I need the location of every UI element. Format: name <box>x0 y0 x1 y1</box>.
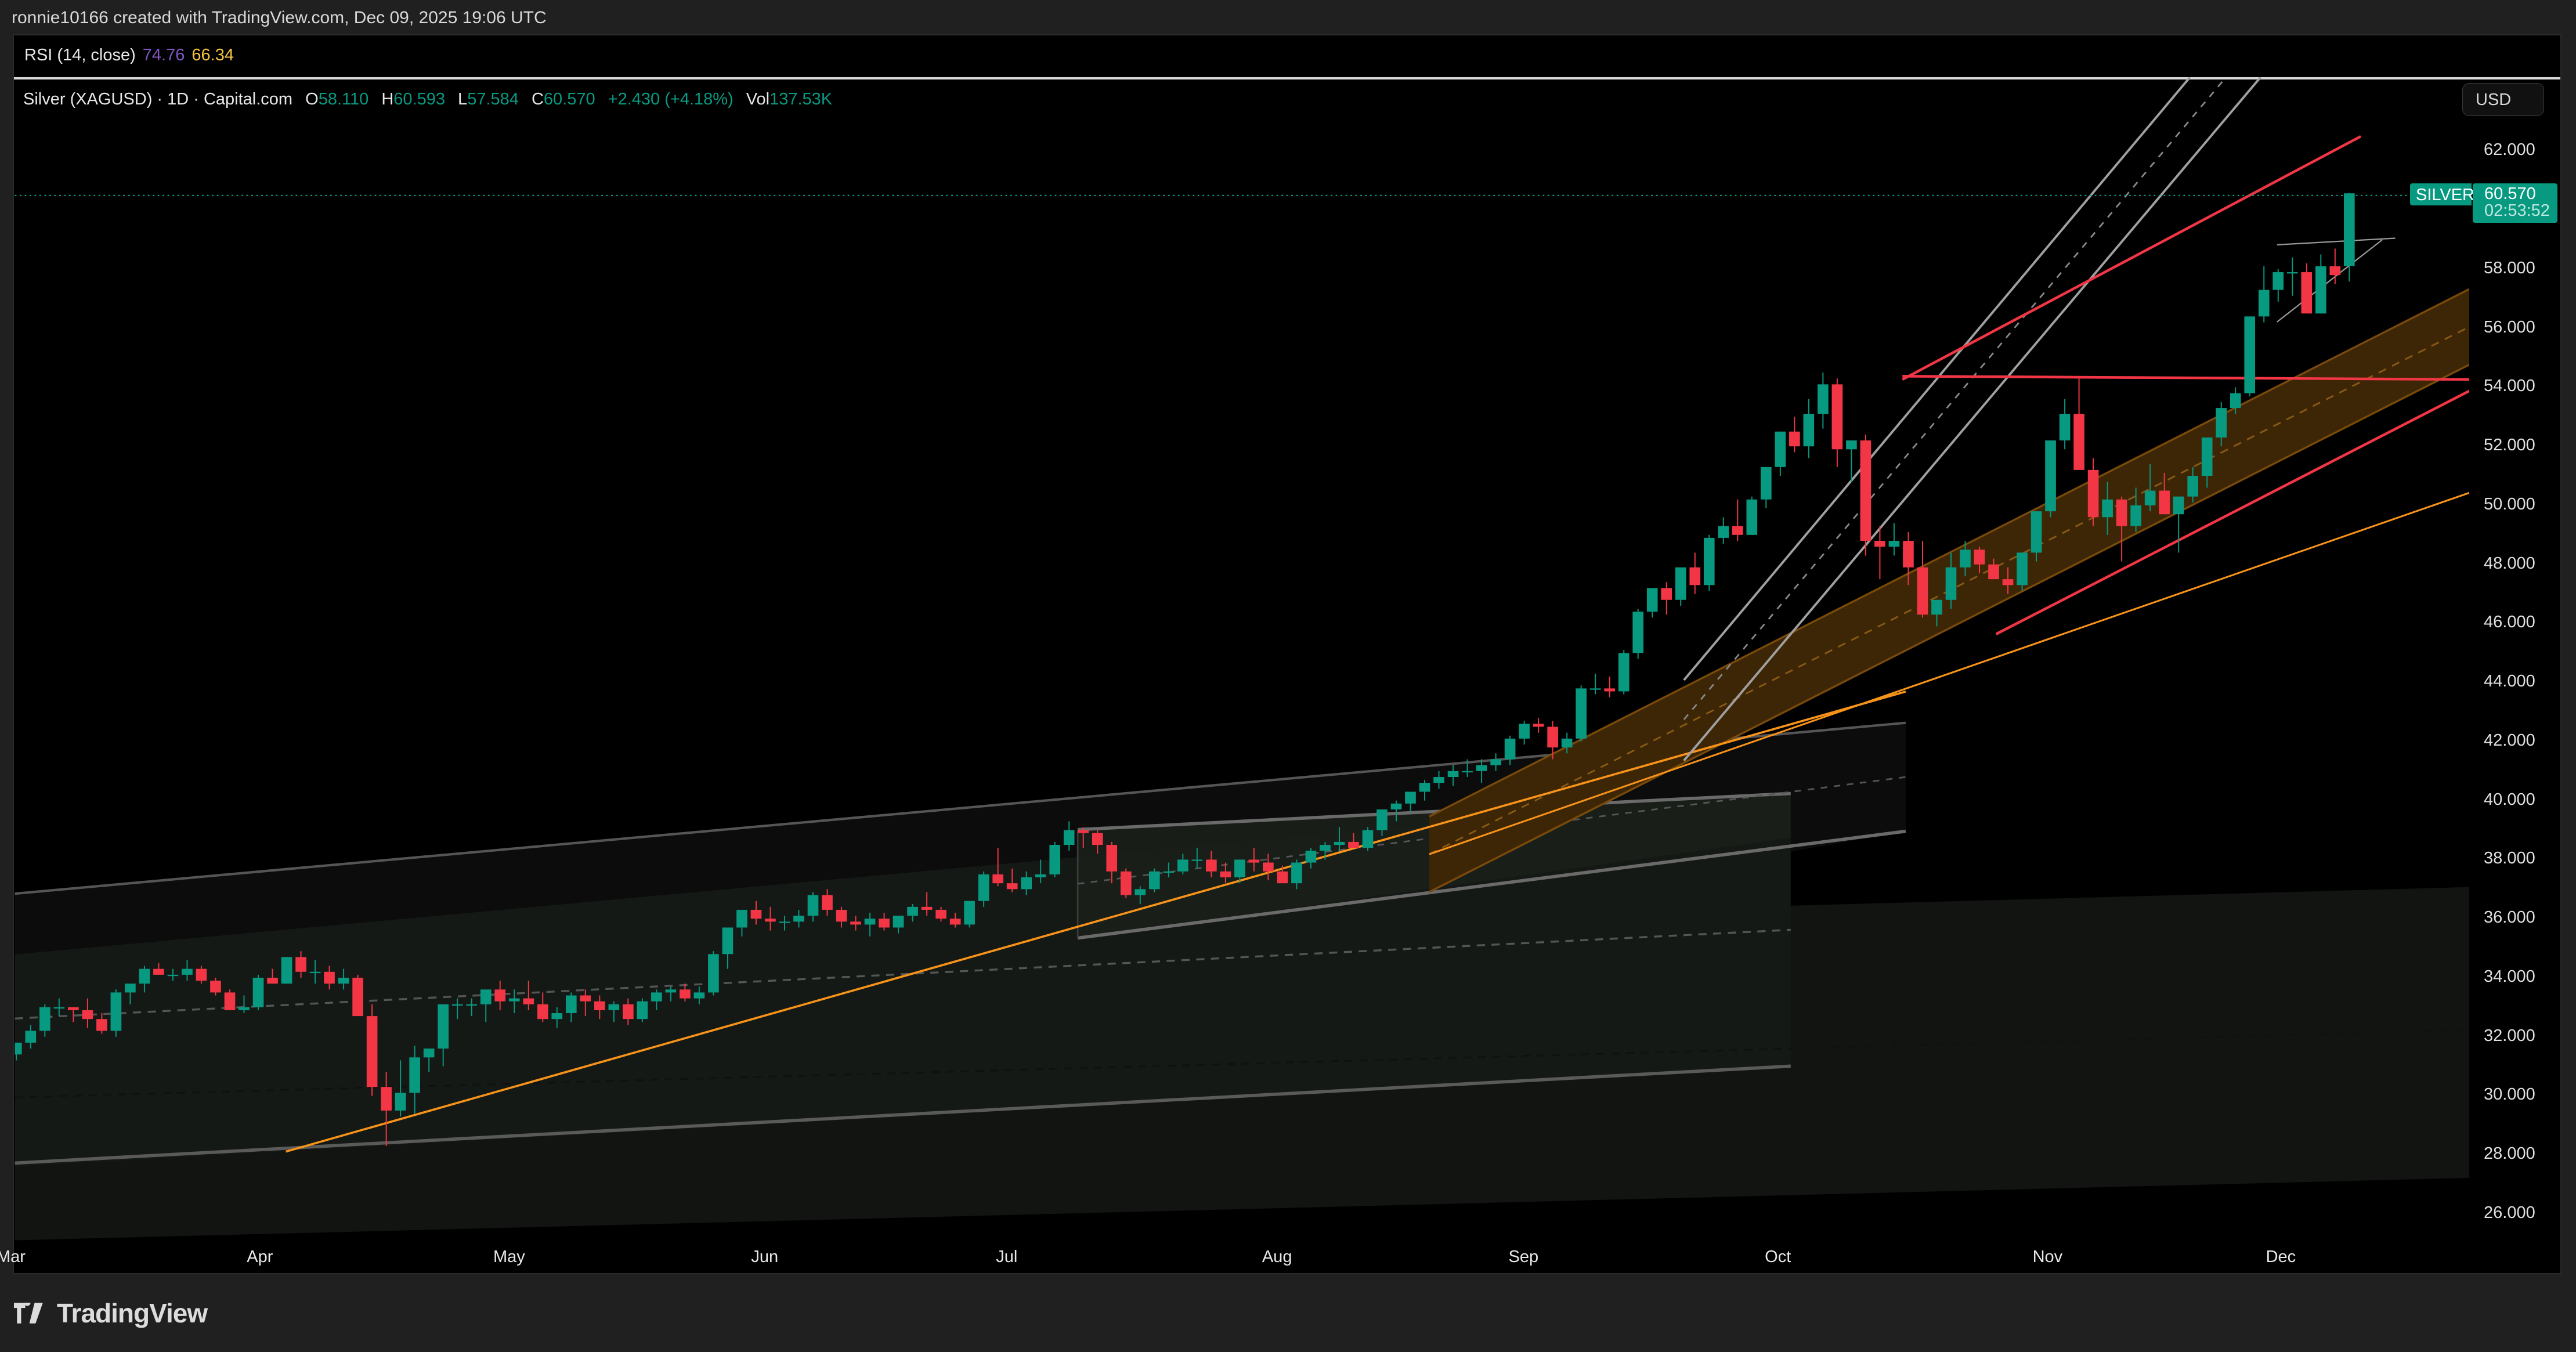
red-resistance <box>1902 375 2469 381</box>
time-tick: Apr <box>247 1248 273 1266</box>
high-value: 60.593 <box>393 90 445 109</box>
price-tick: 54.000 <box>2484 377 2535 396</box>
time-tick: Jul <box>996 1248 1018 1266</box>
price-tick: 34.000 <box>2484 967 2535 986</box>
time-tick: Mar <box>0 1248 26 1266</box>
price-tick: 38.000 <box>2484 849 2535 868</box>
red-upper-trend <box>1902 135 2362 381</box>
symbol-title: Silver (XAGUSD) · 1D · Capital.com <box>23 90 293 109</box>
price-tick: 52.000 <box>2484 436 2535 455</box>
price-tick: 32.000 <box>2484 1026 2535 1045</box>
price-tick: 26.000 <box>2484 1203 2535 1222</box>
price-tick: 42.000 <box>2484 731 2535 750</box>
symbol-legend[interactable]: Silver (XAGUSD) · 1D · Capital.com O58.1… <box>23 90 833 109</box>
price-tick: 30.000 <box>2484 1085 2535 1104</box>
price-tick: 48.000 <box>2484 554 2535 573</box>
right-edge <box>2561 34 2576 1274</box>
price-tick: 50.000 <box>2484 494 2535 514</box>
time-tick: Dec <box>2266 1248 2296 1266</box>
price-tick: 56.000 <box>2484 317 2535 337</box>
change-value: +2.430 (+4.18%) <box>608 90 734 109</box>
attribution-header: ronnie10166 created with TradingView.com… <box>12 8 547 27</box>
last-price-value: 60.570 <box>2484 185 2536 203</box>
close-value: 60.570 <box>543 90 595 109</box>
time-tick: Nov <box>2032 1248 2063 1266</box>
bar-countdown: 02:53:52 <box>2484 201 2550 220</box>
rsi-pane[interactable]: RSI (14, close) 74.76 66.34 <box>14 35 2560 77</box>
time-tick: May <box>493 1248 525 1266</box>
price-tick: 40.000 <box>2484 790 2535 809</box>
tradingview-logo[interactable]: TradingView <box>14 1298 208 1328</box>
rsi-ma-value: 66.34 <box>192 46 234 64</box>
price-tick: 44.000 <box>2484 672 2535 691</box>
pane-separator[interactable] <box>14 77 2560 79</box>
price-tick: 46.000 <box>2484 613 2535 632</box>
tradingview-logo-icon <box>14 1303 43 1324</box>
volume-value: 137.53K <box>769 90 833 109</box>
time-tick: Oct <box>1765 1248 1791 1266</box>
rsi-value: 74.76 <box>142 46 185 64</box>
time-tick: Sep <box>1508 1248 1539 1266</box>
last-price-label: 60.570 02:53:52 <box>2473 183 2557 223</box>
price-tick: 28.000 <box>2484 1144 2535 1163</box>
low-value: 57.584 <box>467 90 519 109</box>
open-value: 58.110 <box>318 90 369 109</box>
rsi-label: RSI (14, close) <box>24 46 136 64</box>
price-tick: 58.000 <box>2484 258 2535 277</box>
price-tick: 36.000 <box>2484 908 2535 927</box>
orange-trendline-lower <box>1429 491 2469 855</box>
rsi-legend: RSI (14, close) 74.76 66.34 <box>24 46 234 65</box>
tradingview-logo-text: TradingView <box>57 1298 208 1328</box>
orange-trendline-main <box>286 691 1906 1153</box>
symbol-price-tag: SILVER <box>2410 183 2474 205</box>
price-tick: 62.000 <box>2484 140 2535 160</box>
time-tick: Jun <box>751 1248 779 1266</box>
time-tick: Aug <box>1262 1248 1292 1266</box>
candlestick-series <box>15 193 2355 1146</box>
currency-button[interactable]: USD <box>2462 83 2544 116</box>
red-lower-trend <box>1995 389 2469 635</box>
